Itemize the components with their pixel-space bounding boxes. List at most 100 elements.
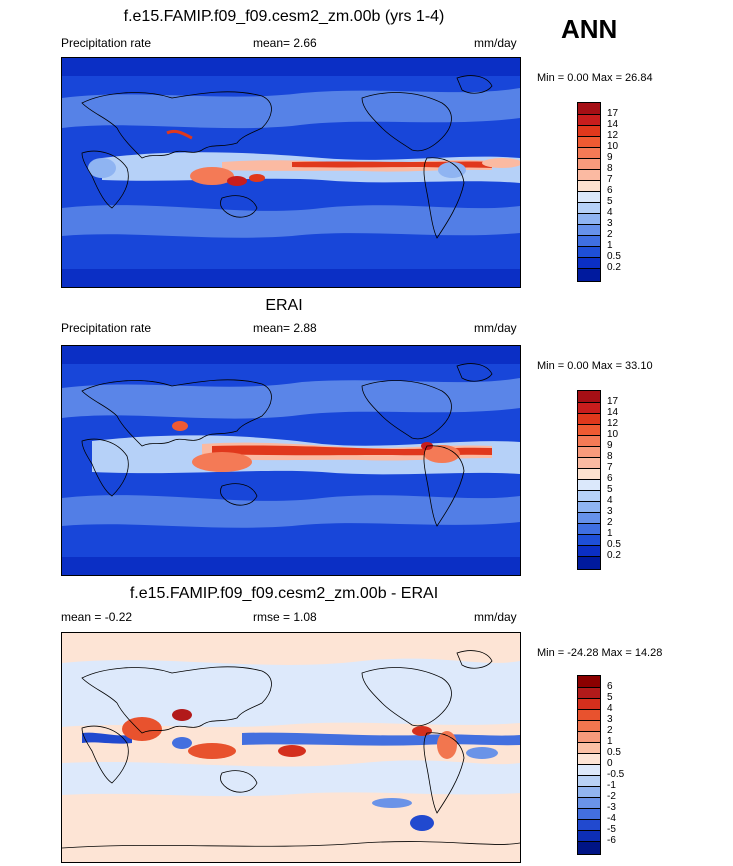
panel3-colorbar-seg <box>578 831 600 842</box>
panel3-colorbar-seg <box>578 688 600 699</box>
colorbar-tick-label: 4 <box>607 207 613 218</box>
panel3-colorbar-seg <box>578 809 600 820</box>
colorbar-tick-label: -1 <box>607 780 616 791</box>
panel3-title: f.e15.FAMIP.f09_f09.cesm2_zm.00b - ERAI <box>129 585 439 602</box>
panel3-mean-label: mean = -0.22 <box>61 610 133 624</box>
panel2-variable-label: Precipitation rate <box>61 321 152 335</box>
colorbar-tick-label: 2 <box>607 517 613 528</box>
panel2-colorbar-seg <box>578 557 600 569</box>
panel1-colorbar-seg <box>578 148 600 159</box>
colorbar-tick-label: 7 <box>607 174 613 185</box>
panel2-colorbar-seg <box>578 414 600 425</box>
colorbar-tick-label: -6 <box>607 835 616 846</box>
colorbar-tick-label: 14 <box>607 119 619 130</box>
panel3-colorbar-seg <box>578 820 600 831</box>
panel3-map <box>61 632 521 863</box>
panel3-colorbar-seg <box>578 798 600 809</box>
panel2-colorbar-seg <box>578 469 600 480</box>
panel2-colorbar-seg <box>578 502 600 513</box>
colorbar-tick-label: -2 <box>607 791 616 802</box>
panel2-colorbar-seg <box>578 458 600 469</box>
panel2-colorbar-seg <box>578 491 600 502</box>
colorbar-tick-label: -0.5 <box>607 769 625 780</box>
panel2-colorbar-seg <box>578 524 600 535</box>
colorbar-tick-label: 0.5 <box>607 539 621 550</box>
colorbar-tick-label: 0.2 <box>607 262 621 273</box>
panel3-colorbar-seg <box>578 842 600 854</box>
panel1-colorbar <box>577 102 601 282</box>
panel1-colorbar-seg <box>578 103 600 115</box>
panel2-colorbar-seg <box>578 436 600 447</box>
panel1-minmax: Min = 0.00 Max = 26.84 <box>537 72 653 84</box>
colorbar-tick-label: 0.5 <box>607 251 621 262</box>
colorbar-tick-label: 8 <box>607 451 613 462</box>
colorbar-tick-label: 1 <box>607 528 613 539</box>
panel1-colorbar-seg <box>578 258 600 269</box>
colorbar-tick-label: 14 <box>607 407 619 418</box>
panel2-title: ERAI <box>265 297 303 314</box>
panel1-colorbar-seg <box>578 137 600 148</box>
panel3-colorbar-seg <box>578 732 600 743</box>
season-label: ANN <box>561 14 618 44</box>
colorbar-tick-label: 9 <box>607 440 613 451</box>
colorbar-tick-label: 3 <box>607 218 613 229</box>
colorbar-tick-label: 3 <box>607 506 613 517</box>
panel3-colorbar-seg <box>578 776 600 787</box>
colorbar-tick-label: 12 <box>607 418 619 429</box>
panel1-colorbar-seg <box>578 225 600 236</box>
panel2-mean-label: mean= 2.88 <box>253 321 317 335</box>
panel3-colorbar-seg <box>578 787 600 798</box>
panel1-colorbar-seg <box>578 115 600 126</box>
colorbar-tick-label: 4 <box>607 495 613 506</box>
panel1-map <box>61 57 521 288</box>
colorbar-tick-label: 1 <box>607 240 613 251</box>
colorbar-tick-label: 6 <box>607 681 613 692</box>
colorbar-tick-label: -4 <box>607 813 616 824</box>
colorbar-tick-label: -5 <box>607 824 616 835</box>
panel1-units: mm/day <box>474 36 517 50</box>
colorbar-tick-label: 6 <box>607 185 613 196</box>
panel2-units: mm/day <box>474 321 517 335</box>
colorbar-tick-label: 1 <box>607 736 613 747</box>
panel1-colorbar-seg <box>578 269 600 281</box>
panel2-colorbar-seg <box>578 480 600 491</box>
panel2-colorbar-seg <box>578 391 600 403</box>
panel3-colorbar <box>577 675 601 855</box>
panel3-colorbar-seg <box>578 676 600 688</box>
panel1-colorbar-seg <box>578 159 600 170</box>
colorbar-tick-label: 12 <box>607 130 619 141</box>
colorbar-tick-label: 0.2 <box>607 550 621 561</box>
colorbar-tick-label: 7 <box>607 462 613 473</box>
colorbar-tick-label: 10 <box>607 141 619 152</box>
panel3-colorbar-seg <box>578 754 600 765</box>
colorbar-tick-label: 17 <box>607 108 619 119</box>
panel2-colorbar-seg <box>578 546 600 557</box>
panel2-colorbar-seg <box>578 535 600 546</box>
colorbar-tick-label: 2 <box>607 229 613 240</box>
panel1-title: f.e15.FAMIP.f09_f09.cesm2_zm.00b (yrs 1-… <box>123 8 445 25</box>
colorbar-tick-label: -3 <box>607 802 616 813</box>
panel3-colorbar-seg <box>578 699 600 710</box>
colorbar-tick-label: 0 <box>607 758 613 769</box>
panel1-colorbar-seg <box>578 181 600 192</box>
colorbar-tick-label: 5 <box>607 196 613 207</box>
panel2-map <box>61 345 521 576</box>
colorbar-tick-label: 6 <box>607 473 613 484</box>
panel1-mean-label: mean= 2.66 <box>253 36 317 50</box>
colorbar-tick-label: 5 <box>607 484 613 495</box>
colorbar-tick-label: 3 <box>607 714 613 725</box>
panel2-colorbar-seg <box>578 513 600 524</box>
panel1-colorbar-seg <box>578 247 600 258</box>
colorbar-tick-label: 17 <box>607 396 619 407</box>
panel1-colorbar-seg <box>578 236 600 247</box>
panel2-colorbar-seg <box>578 425 600 436</box>
panel2-colorbar-seg <box>578 403 600 414</box>
panel3-colorbar-seg <box>578 710 600 721</box>
panel3-colorbar-seg <box>578 743 600 754</box>
panel3-colorbar-seg <box>578 721 600 732</box>
panel2-colorbar-seg <box>578 447 600 458</box>
colorbar-tick-label: 2 <box>607 725 613 736</box>
panel1-colorbar-seg <box>578 192 600 203</box>
colorbar-tick-label: 9 <box>607 152 613 163</box>
panel1-variable-label: Precipitation rate <box>61 36 152 50</box>
